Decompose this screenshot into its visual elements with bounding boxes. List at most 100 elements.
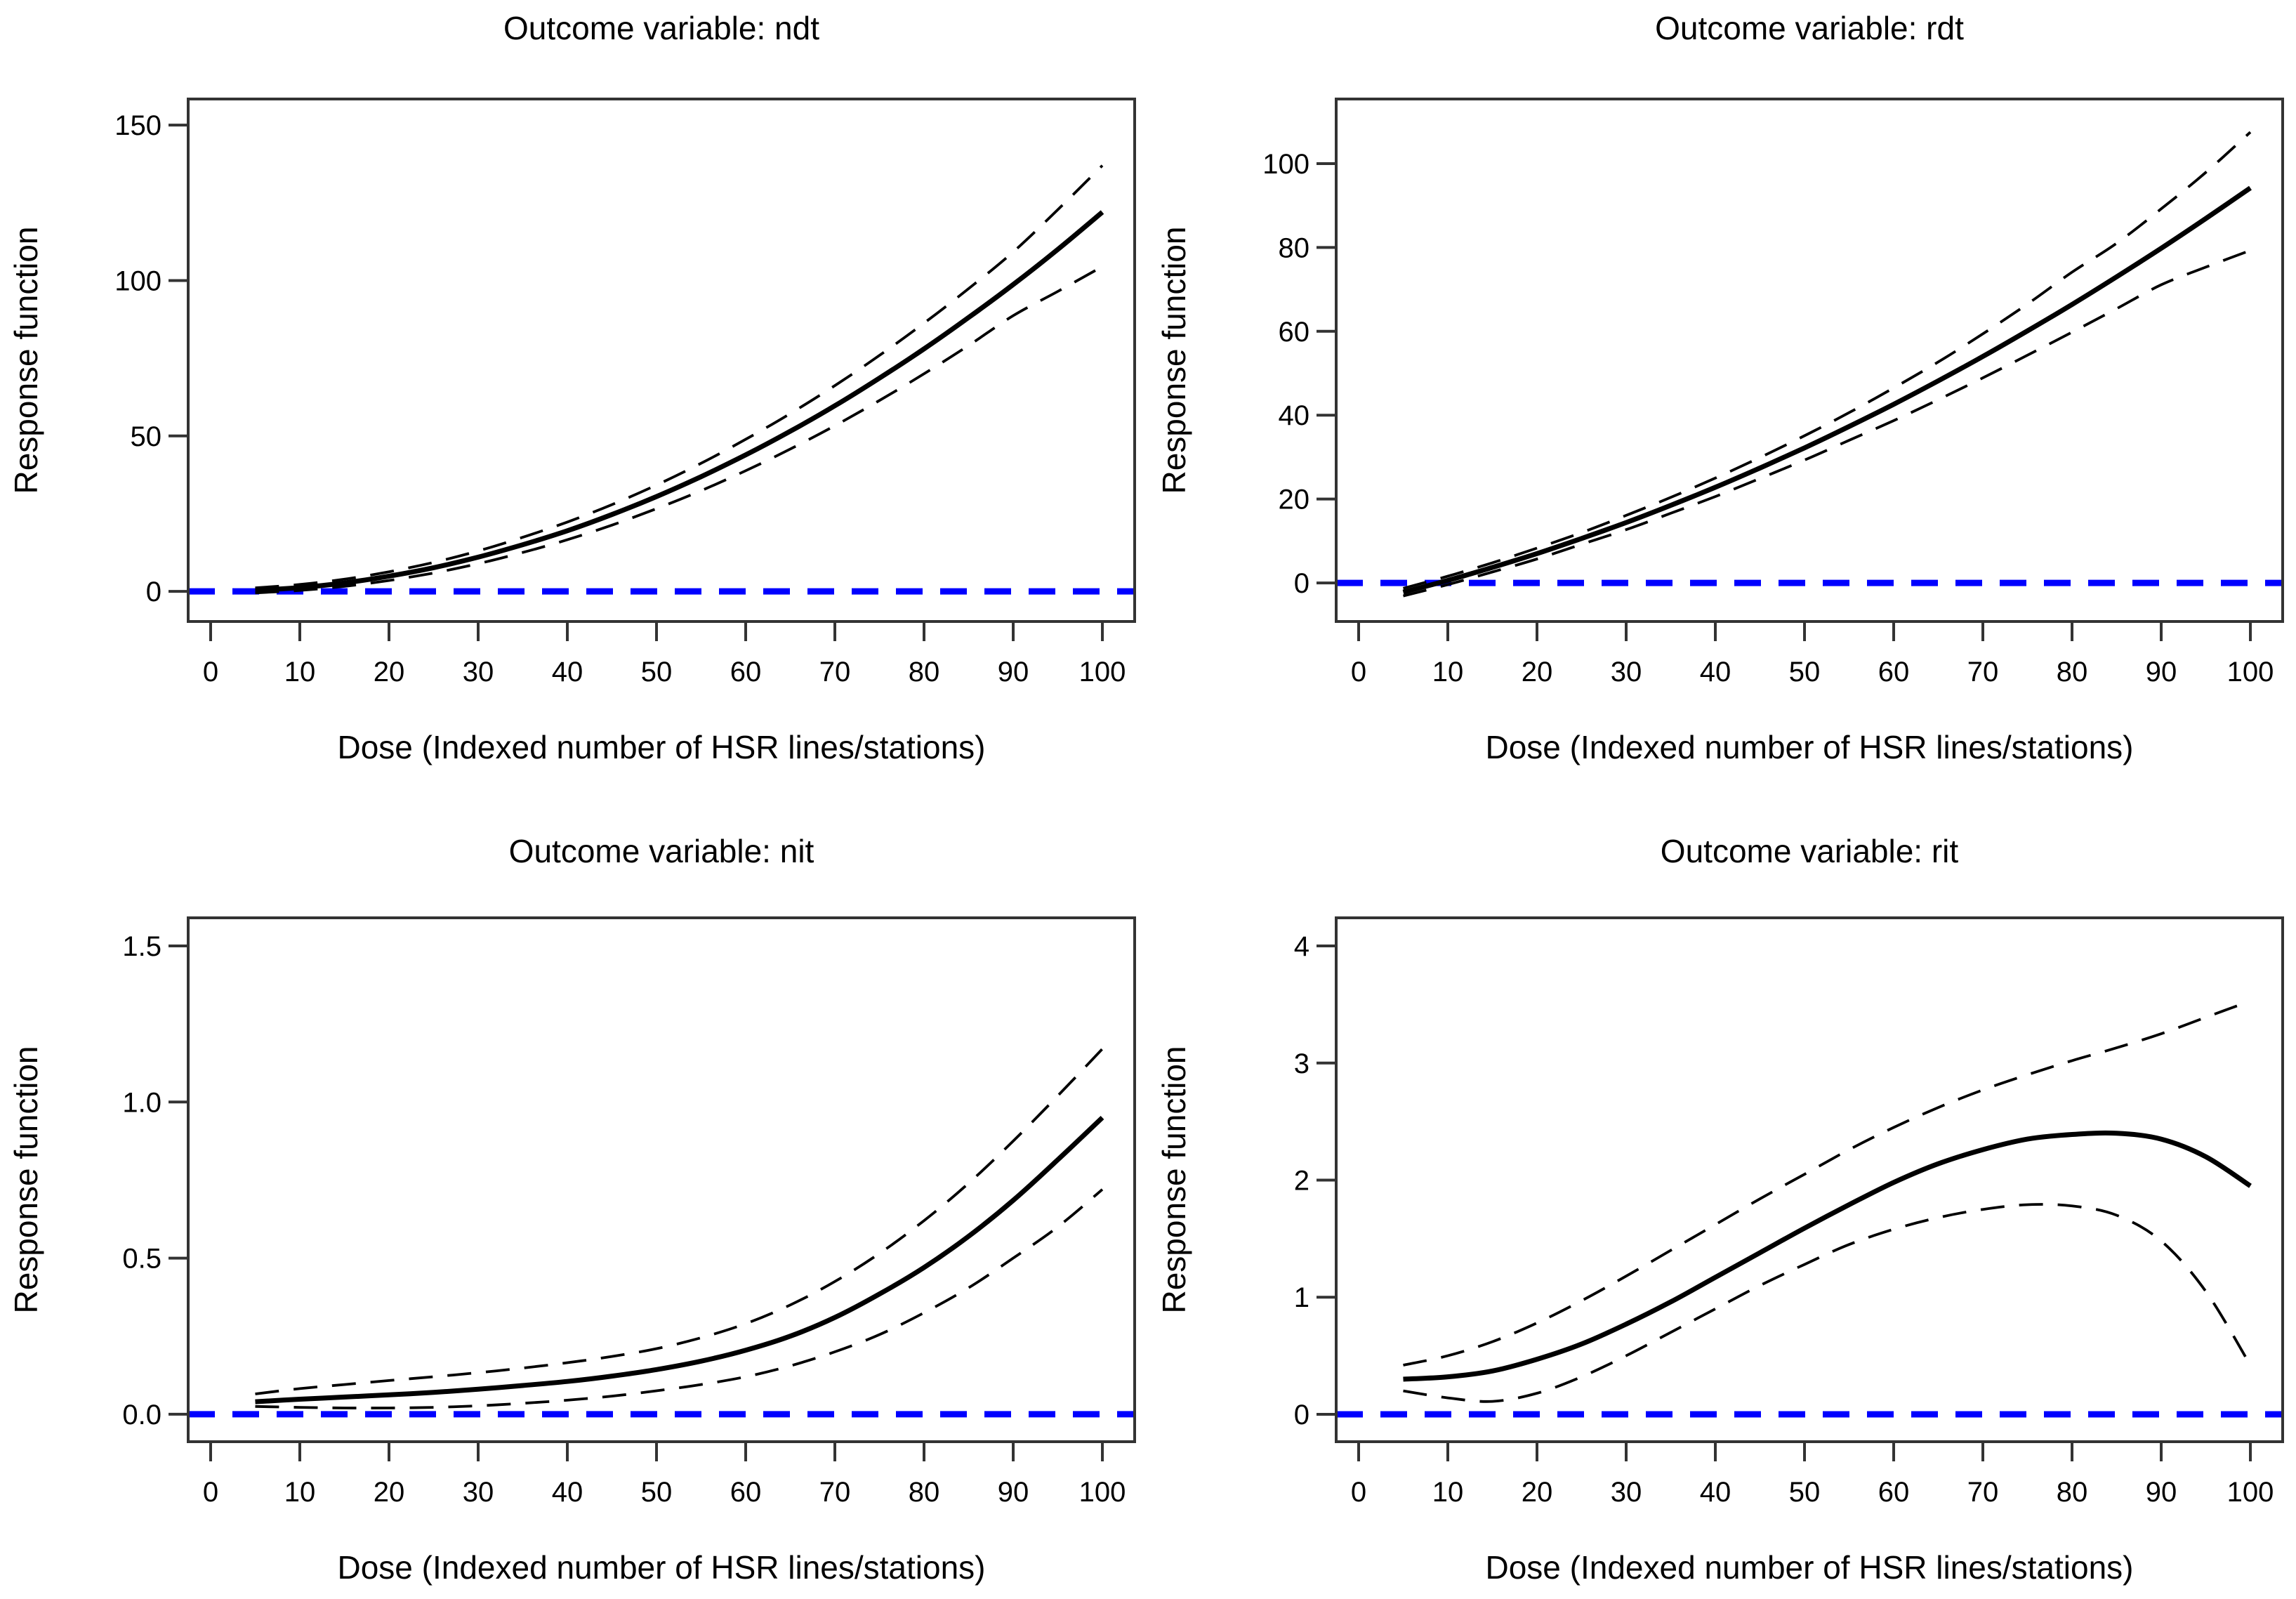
chart-nit: Outcome variable: nit 0 10 20 30 40 50 60 70 80 90… [8,833,1136,1586]
y-axis-label: Response function [8,226,44,494]
upper_ci-curve [1403,999,2251,1367]
y-tick-label: 2 [1294,1166,1309,1197]
panel-rit: Outcome variable: rit 0 10 20 30 40 50 60 70 80 90… [1148,799,2296,1599]
x-tick-label: 90 [998,1477,1029,1508]
x-tick-label: 60 [730,1477,762,1508]
chart-rdt: Outcome variable: rdt 0 10 20 30 40 50 60 70 80 90… [1156,10,2284,765]
estimate-curve [1402,185,2252,595]
x-tick-label: 10 [284,1477,316,1508]
x-tick-label: 30 [1611,1477,1642,1508]
y-tick-label: 0 [146,577,161,607]
plot-box [1335,98,2284,623]
y-axis-label: Response function [1156,226,1192,494]
x-tick-label: 20 [1522,1477,1553,1508]
estimate-curve [255,210,1104,593]
panel-ndt: Outcome variable: ndt 0 10 20 30 40 50 60 70 80 90… [0,0,1148,799]
x-tick-label: 30 [463,657,494,687]
y-tick-label: 60 [1279,317,1310,348]
x-tick-label: 80 [2057,1477,2088,1508]
panel-title: Outcome variable: rit [1661,833,1959,869]
x-tick-label: 60 [730,657,762,687]
panel-title: Outcome variable: rdt [1655,10,1964,46]
y-axis-label: Response function [1156,1046,1192,1313]
x-tick-label: 100 [1079,657,1126,687]
x-tick-label: 10 [1432,657,1464,687]
x-tick-label: 40 [552,657,583,687]
y-tick-label: 100 [1262,149,1309,180]
y-tick-label: 1.5 [122,931,161,962]
chart-ndt: Outcome variable: ndt 0 10 20 30 40 50 60 70 80 90… [8,10,1136,765]
y-tick-label: 4 [1294,931,1309,962]
x-tick-label: 20 [374,1477,405,1508]
y-tick-label: 40 [1279,400,1310,431]
upper_ci-curve [255,164,1104,590]
x-tick-label: 0 [1351,657,1366,687]
x-tick-label: 30 [463,1477,494,1508]
x-tick-label: 10 [284,657,316,687]
x-axis-label: Dose (Indexed number of HSR lines/statio… [338,729,986,765]
x-tick-label: 30 [1611,657,1642,687]
x-tick-label: 60 [1878,657,1910,687]
x-tick-label: 100 [2227,657,2274,687]
y-tick-label: 50 [131,421,162,452]
x-tick-label: 80 [909,657,940,687]
x-tick-label: 10 [1432,1477,1464,1508]
y-tick-label: 0.0 [122,1400,161,1430]
y-tick-label: 150 [114,110,161,141]
x-tick-label: 40 [552,1477,583,1508]
x-tick-label: 80 [909,1477,940,1508]
estimate-curve [1403,1130,2252,1382]
x-tick-label: 20 [1522,657,1553,687]
x-tick-label: 40 [1700,657,1731,687]
x-axis-label: Dose (Indexed number of HSR lines/statio… [338,1549,986,1586]
x-tick-label: 90 [998,657,1029,687]
y-tick-label: 0 [1294,568,1309,599]
panel-nit: Outcome variable: nit 0 10 20 30 40 50 60 70 80 90… [0,799,1148,1599]
upper_ci-curve [255,1048,1104,1395]
x-tick-label: 90 [2146,657,2177,687]
x-tick-label: 0 [203,657,218,687]
x-tick-label: 60 [1878,1477,1910,1508]
x-tick-label: 50 [1789,1477,1821,1508]
x-tick-label: 70 [1967,1477,1999,1508]
y-tick-label: 1.0 [122,1087,161,1118]
x-axis-label: Dose (Indexed number of HSR lines/statio… [1486,1549,2134,1586]
x-axis-label: Dose (Indexed number of HSR lines/statio… [1486,729,2134,765]
lower_ci-curve [255,1188,1104,1409]
estimate-curve [255,1115,1104,1404]
x-tick-label: 70 [819,1477,851,1508]
x-tick-label: 100 [2227,1477,2274,1508]
panel-title: Outcome variable: ndt [503,10,819,46]
x-tick-label: 90 [2146,1477,2177,1508]
upper_ci-curve [1402,131,2252,590]
plot-box [187,916,1136,1443]
lower_ci-curve [255,265,1103,595]
lower_ci-curve [1403,249,2251,598]
plot-box [187,98,1136,623]
y-tick-label: 0.5 [122,1244,161,1275]
x-tick-label: 40 [1700,1477,1731,1508]
y-tick-label: 1 [1294,1282,1309,1313]
y-tick-label: 0 [1294,1400,1309,1430]
x-tick-label: 80 [2057,657,2088,687]
panel-title: Outcome variable: nit [509,833,814,869]
x-tick-label: 50 [641,1477,673,1508]
y-tick-label: 3 [1294,1048,1309,1079]
x-tick-label: 20 [374,657,405,687]
panel-rdt: Outcome variable: rdt 0 10 20 30 40 50 60 70 80 90… [1148,0,2296,799]
x-tick-label: 100 [1079,1477,1126,1508]
y-tick-label: 100 [114,265,161,296]
x-tick-label: 0 [203,1477,218,1508]
y-tick-label: 20 [1279,485,1310,515]
plot-box [1335,916,2284,1443]
lower_ci-curve [1403,1203,2252,1403]
x-tick-label: 50 [641,657,673,687]
x-tick-label: 50 [1789,657,1821,687]
x-tick-label: 70 [1967,657,1999,687]
x-tick-label: 70 [819,657,851,687]
y-tick-label: 80 [1279,232,1310,263]
x-tick-label: 0 [1351,1477,1366,1508]
y-axis-label: Response function [8,1046,44,1313]
